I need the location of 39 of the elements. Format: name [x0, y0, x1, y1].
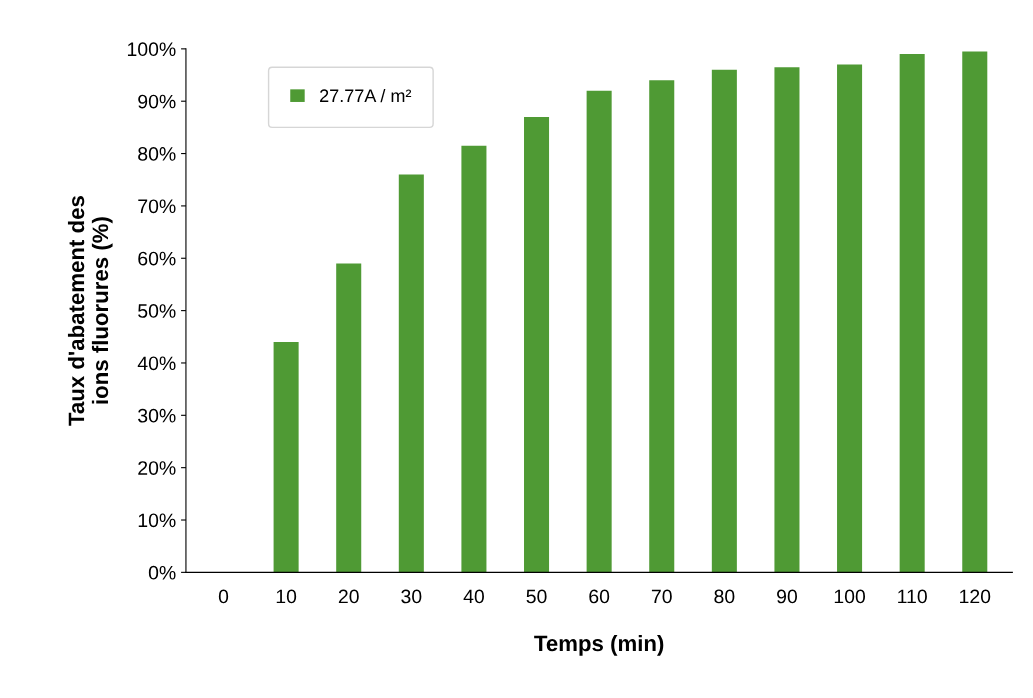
bar	[899, 54, 925, 573]
x-tick-label: 100	[834, 589, 866, 604]
x-tick-label: 10	[276, 589, 297, 604]
x-tick-label: 50	[526, 589, 547, 604]
bar	[398, 174, 424, 573]
bar	[461, 145, 487, 573]
y-tick-label: 80%	[138, 147, 176, 161]
x-tick-label: 30	[401, 589, 422, 604]
bar	[711, 69, 737, 573]
x-tick-label: 90	[777, 589, 798, 604]
bar	[524, 116, 550, 573]
y-tick-label: 40%	[137, 356, 176, 371]
bar	[586, 90, 612, 573]
y-tick-label: 50%	[138, 304, 176, 318]
y-tick-label: 90%	[138, 94, 176, 109]
bar	[962, 51, 988, 573]
y-tick-label: 30%	[138, 408, 176, 423]
bar	[774, 67, 800, 573]
y-axis-title: Taux d'abatement des ions fluorures (%)	[67, 196, 113, 426]
bar	[336, 263, 362, 573]
x-tick-label: 80	[714, 589, 735, 604]
y-tick-label: 20%	[138, 461, 176, 475]
x-tick-label: 70	[651, 589, 672, 604]
x-tick-label: 0	[218, 589, 229, 604]
bar	[837, 64, 863, 573]
x-tick-label: 20	[338, 589, 359, 604]
y-tick-label: 100%	[127, 42, 176, 57]
bar	[649, 80, 675, 573]
x-tick-label: 60	[589, 589, 610, 604]
x-tick-label: 40	[463, 589, 484, 604]
y-tick-label: 70%	[138, 199, 176, 214]
y-tick-label: 10%	[138, 513, 176, 528]
bar	[273, 342, 299, 573]
x-tick-label: 110	[898, 589, 927, 604]
y-tick-label: 60%	[138, 251, 176, 266]
legend-label: 27.77A / m²	[320, 88, 412, 103]
x-tick-label: 120	[960, 589, 991, 604]
x-axis-title: Temps (min)	[534, 634, 664, 656]
y-tick-label: 0%	[148, 565, 176, 580]
